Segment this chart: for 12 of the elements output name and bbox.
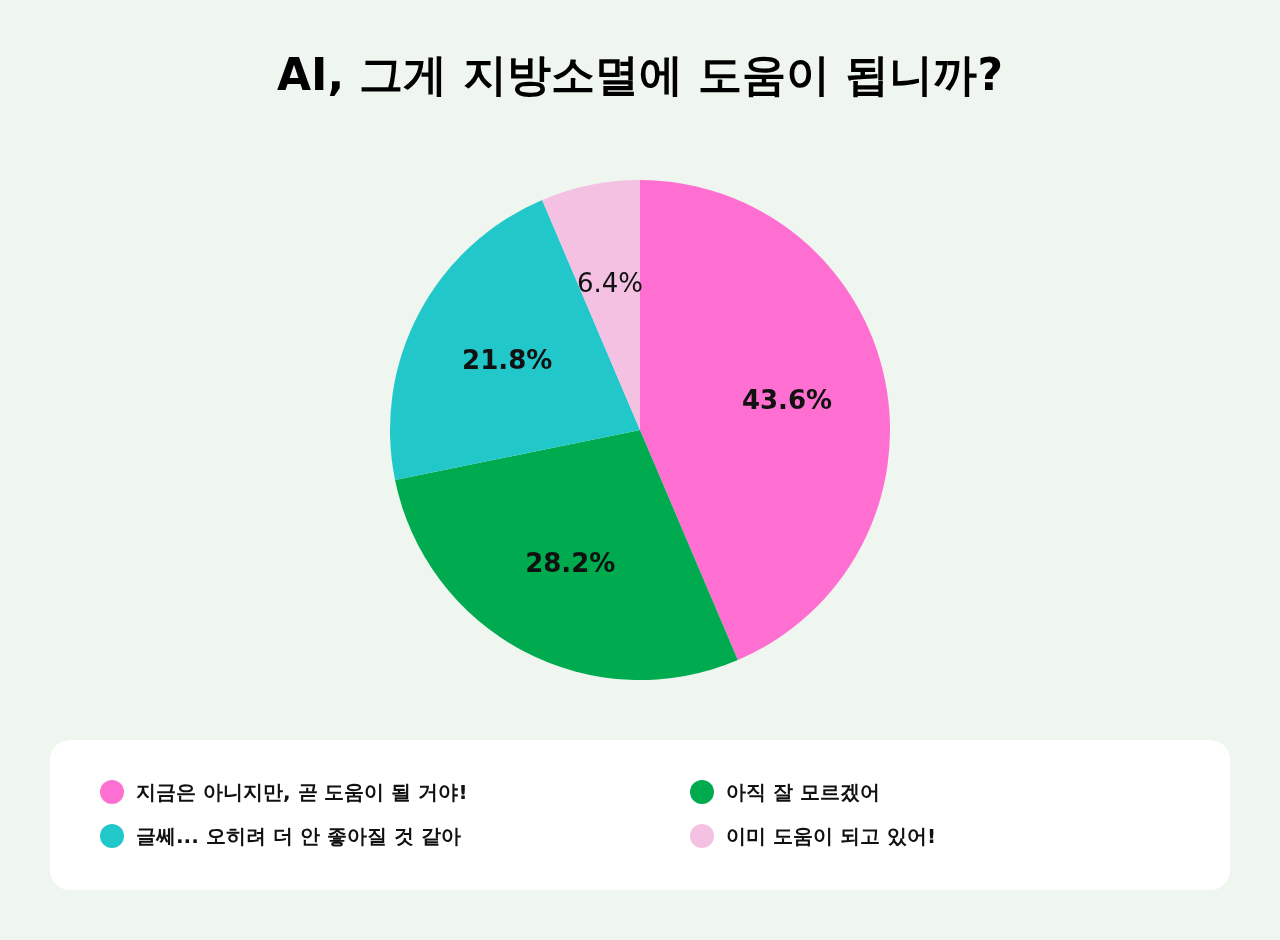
pie-slice xyxy=(395,430,738,680)
pie-slice xyxy=(640,180,890,661)
data-label: 43.6% xyxy=(741,385,833,416)
data-label: 21.8% xyxy=(462,345,553,376)
data-label: 6.4% xyxy=(577,268,644,299)
chart-title: AI, 그게 지방소멸에 도움이 됩니까? xyxy=(277,49,1003,100)
pie-slice xyxy=(390,199,640,480)
legend-label: 아직 잘 모르겠어 xyxy=(726,780,880,804)
legend-label: 지금은 아니지만, 곧 도움이 될 거야! xyxy=(136,780,468,804)
data-label: 28.2% xyxy=(525,547,616,578)
legend-label: 글쎄... 오히려 더 안 좋아질 것 같아 xyxy=(136,824,461,848)
legend-label: 이미 도움이 되고 있어! xyxy=(726,824,937,848)
